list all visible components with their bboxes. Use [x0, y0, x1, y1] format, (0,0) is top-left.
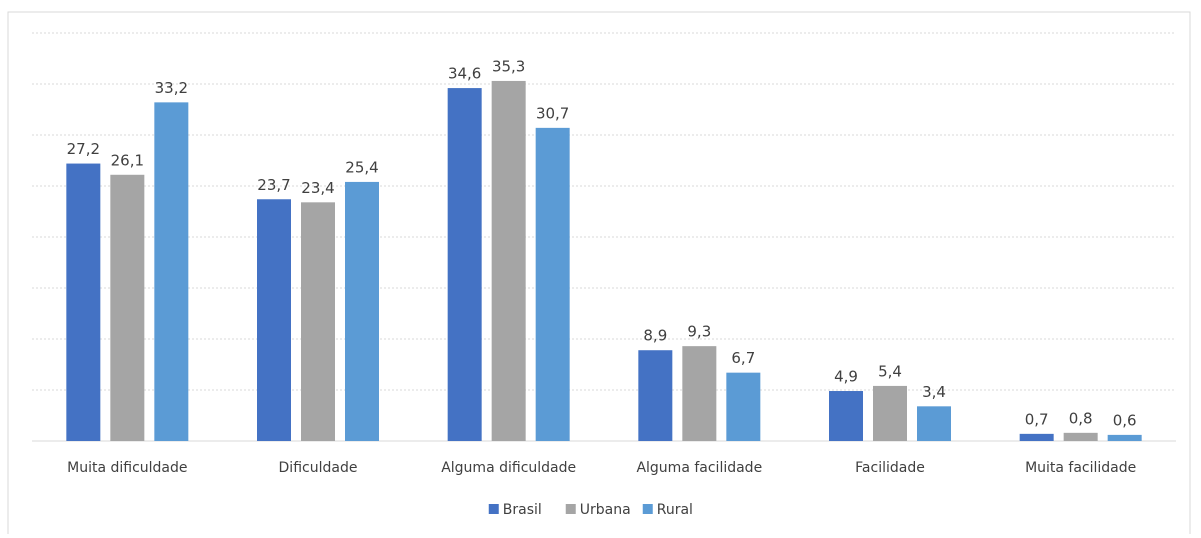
x-tick-label: Dificuldade	[279, 460, 358, 476]
value-label: 0,7	[1025, 410, 1049, 428]
value-label: 0,6	[1113, 411, 1137, 429]
bar	[301, 202, 335, 441]
x-tick-label: Muita facilidade	[1025, 460, 1136, 476]
bar	[873, 385, 907, 441]
bar	[491, 80, 526, 441]
value-label: 3,4	[922, 383, 946, 401]
legend-label: Rural	[657, 502, 693, 518]
value-label: 30,7	[536, 104, 569, 122]
chart-frame	[7, 11, 1191, 538]
x-tick-label: Alguma facilidade	[636, 460, 762, 476]
value-label: 25,4	[345, 158, 378, 176]
legend-label: Brasil	[503, 502, 542, 518]
bar	[257, 199, 291, 441]
value-label: 4,9	[834, 368, 858, 386]
value-label: 6,7	[731, 349, 755, 367]
value-label: 0,8	[1069, 409, 1093, 427]
bar	[682, 346, 717, 441]
value-label: 35,3	[492, 57, 525, 75]
value-label: 27,2	[67, 140, 100, 158]
bar	[829, 391, 863, 441]
x-tick-label: Alguma dificuldade	[441, 460, 576, 476]
value-label: 33,2	[155, 79, 188, 97]
bar	[726, 372, 761, 441]
value-label: 23,4	[301, 179, 334, 197]
bar	[638, 350, 673, 441]
value-label: 8,9	[643, 327, 667, 345]
legend-swatch	[642, 504, 653, 514]
legend-label: Urbana	[580, 502, 631, 518]
legend-swatch	[488, 504, 499, 514]
bar	[1019, 433, 1054, 441]
value-label: 26,1	[111, 151, 144, 169]
x-tick-label: Facilidade	[855, 460, 925, 476]
legend-swatch	[565, 504, 576, 514]
bar	[66, 163, 101, 441]
value-label: 34,6	[448, 65, 481, 83]
value-label: 23,7	[257, 176, 290, 194]
value-label: 9,3	[687, 323, 711, 341]
bar	[110, 174, 145, 441]
bar	[1063, 432, 1098, 441]
bar	[1107, 434, 1142, 441]
value-label: 5,4	[878, 362, 902, 380]
bar	[447, 88, 482, 441]
x-tick-label: Muita dificuldade	[67, 460, 187, 476]
bar	[535, 127, 570, 442]
bar	[154, 102, 189, 442]
bar	[917, 406, 951, 441]
bar	[345, 181, 379, 442]
